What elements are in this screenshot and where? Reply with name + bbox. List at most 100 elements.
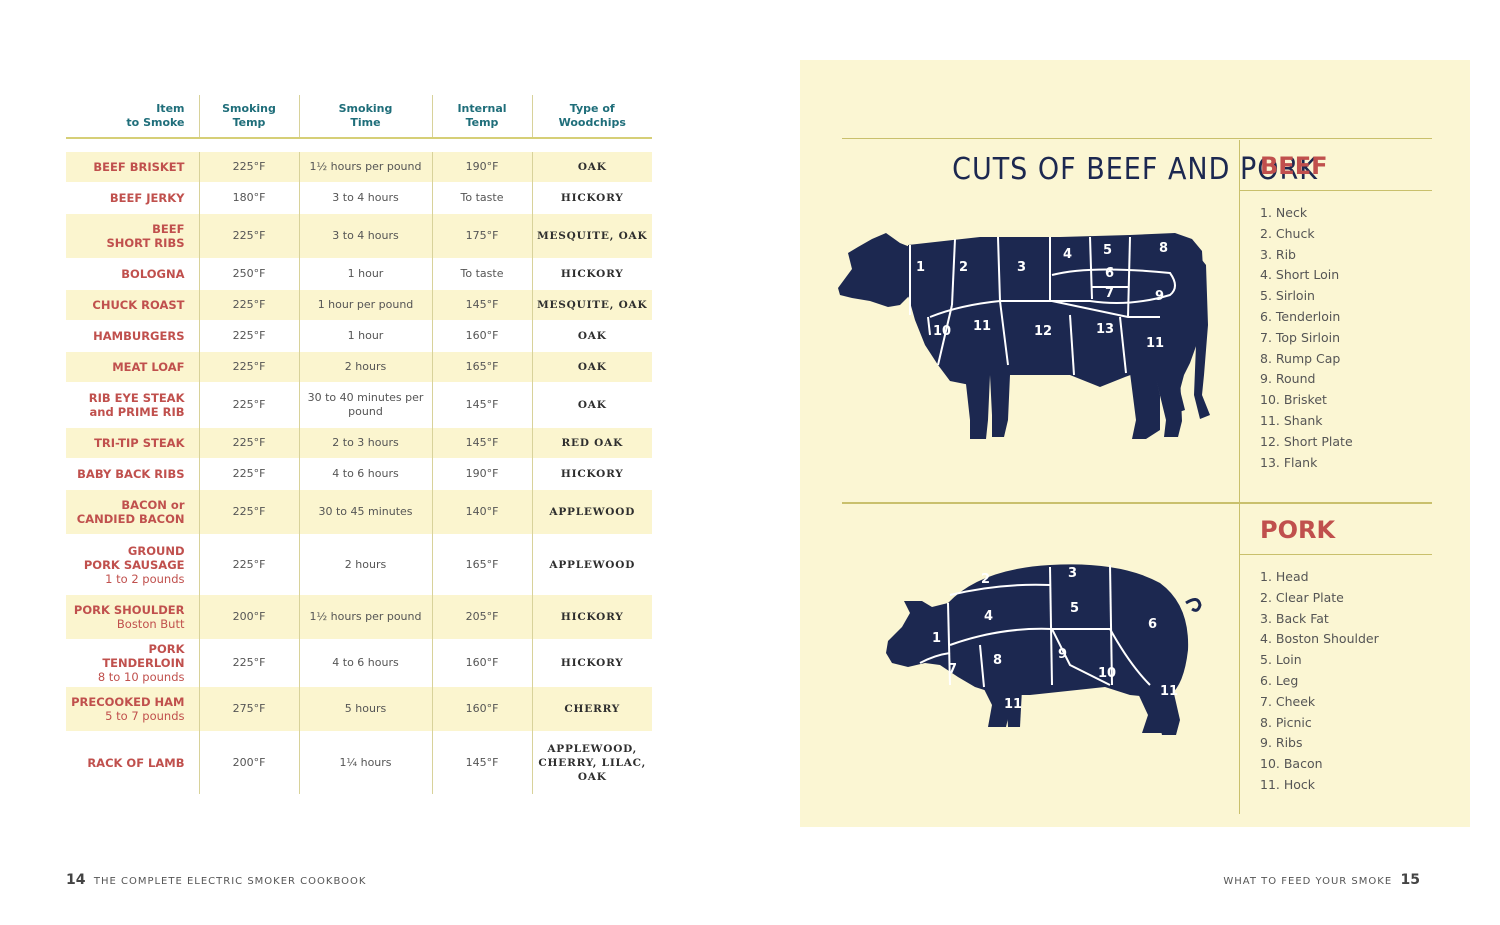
cow-label-12: 12 <box>1034 324 1052 339</box>
time-cell: 1 hour <box>298 320 432 352</box>
time-cell: 1¼ hours <box>298 731 432 794</box>
pig-label-11: 11 <box>1004 697 1022 712</box>
item-name: GROUND <box>127 543 185 558</box>
cow-cut-lines <box>909 236 1176 376</box>
item-name: BOLOGNA <box>121 267 185 281</box>
cut-list-item: 9. Ribs <box>1260 735 1303 751</box>
item-name: PORK TENDERLOIN <box>102 642 185 670</box>
woodchips-cell: OAK <box>531 382 652 428</box>
item-cell: MEAT LOAF <box>66 351 199 383</box>
cow-label-7: 7 <box>1105 286 1114 301</box>
item-cell: PORK TENDERLOIN 8 to 10 pounds <box>66 639 199 687</box>
cut-list-item: 5. Loin <box>1260 652 1302 668</box>
cut-list-item: 2. Clear Plate <box>1260 589 1344 605</box>
book-title: THE COMPLETE ELECTRIC SMOKER COOKBOOK <box>93 876 367 887</box>
table-header-row: Item to Smoke Smoking Temp Smoking Time Int… <box>66 95 652 139</box>
item-name: MEAT LOAF <box>112 360 185 374</box>
time-cell: 1 hour per pound <box>298 289 432 321</box>
item-name: HAMBURGERS <box>93 329 185 343</box>
table-row: MEAT LOAF 225°F 2 hours 165°F OAK <box>66 351 652 383</box>
time-cell: 3 to 4 hours <box>298 213 432 259</box>
cut-list-item: 2. Chuck <box>1260 225 1315 241</box>
cuts-panel: CUTS OF BEEF AND PORK <box>800 60 1470 827</box>
temp-cell: 225°F <box>198 489 299 535</box>
pig-label-8: 8 <box>993 653 1002 668</box>
table-row: RIB EYE STEAK and PRIME RIB 225°F 30 to 40 … <box>66 382 652 428</box>
internal-temp-cell: 145°F <box>431 289 532 321</box>
cut-list-item: 9. Round <box>1260 371 1316 387</box>
internal-temp-cell: 175°F <box>431 213 532 259</box>
pig-cut-lines <box>919 564 1151 688</box>
title-rule <box>842 138 1432 139</box>
temp-cell: 225°F <box>198 213 299 259</box>
time-cell: 3 to 4 hours <box>298 182 432 214</box>
time-cell: 2 hours <box>298 534 432 595</box>
item-cell: BEEF BRISKET <box>66 151 199 183</box>
table-row: BACON or CANDIED BACON 225°F 30 to 45 minut… <box>66 489 652 535</box>
temp-cell: 225°F <box>198 427 299 459</box>
header-item: Item to Smoke <box>66 95 199 139</box>
pig-label-9: 9 <box>1058 647 1067 662</box>
time-cell: 4 to 6 hours <box>298 639 432 687</box>
internal-temp-cell: To taste <box>431 258 532 290</box>
internal-temp-cell: 190°F <box>431 151 532 183</box>
cow-label-13: 13 <box>1096 322 1114 337</box>
column-divider-pork <box>1239 504 1240 814</box>
temp-cell: 200°F <box>198 594 299 640</box>
time-cell: 2 to 3 hours <box>298 427 432 459</box>
footer-right: WHAT TO FEED YOUR SMOKE 15 <box>1223 872 1420 888</box>
smoking-table: Item to Smoke Smoking Temp Smoking Time Int… <box>66 95 652 794</box>
temp-cell: 225°F <box>198 382 299 428</box>
cut-list-item: 10. Bacon <box>1260 756 1323 772</box>
pig-silhouette <box>886 564 1202 735</box>
temp-cell: 200°F <box>198 731 299 794</box>
pork-cuts-diagram: 1 2 3 4 5 6 7 8 9 10 11 11 <box>886 564 1202 735</box>
item-cell: PORK SHOULDER Boston Butt <box>66 594 199 640</box>
temp-cell: 225°F <box>198 320 299 352</box>
time-cell: 5 hours <box>298 686 432 732</box>
cow-silhouette <box>838 233 1210 439</box>
item-name: PORK SHOULDER <box>73 603 185 617</box>
cow-label-10: 10 <box>933 324 951 339</box>
cow-label-9: 9 <box>1155 289 1164 304</box>
page-number-right: 15 <box>1400 872 1420 888</box>
cow-label-4: 4 <box>1063 247 1072 262</box>
header-internal: Internal Temp <box>431 95 532 139</box>
woodchips-cell: HICKORY <box>531 458 652 490</box>
item-detail: CANDIED BACON <box>76 512 185 526</box>
table-row: PORK TENDERLOIN 8 to 10 pounds 225°F 4 to 6… <box>66 639 652 687</box>
cut-list-item: 3. Back Fat <box>1260 610 1329 626</box>
woodchips-cell: APPLEWOOD <box>531 489 652 535</box>
cow-label-1: 1 <box>916 260 925 275</box>
woodchips-cell: HICKORY <box>531 594 652 640</box>
item-name: BEEF BRISKET <box>93 160 185 174</box>
table-row: PRECOOKED HAM 5 to 7 pounds 275°F 5 hours 16… <box>66 686 652 732</box>
item-cell: TRI-TIP STEAK <box>66 427 199 459</box>
woodchips-cell: APPLEWOOD, CHERRY, LILAC, OAK <box>531 731 652 794</box>
panel-title: CUTS OF BEEF AND PORK <box>952 152 1318 187</box>
cut-list-item: 8. Picnic <box>1260 714 1312 730</box>
cow-label-11: 11 <box>973 319 991 334</box>
temp-cell: 180°F <box>198 182 299 214</box>
item-detail: 1 to 2 pounds <box>105 571 185 586</box>
pig-label-4: 4 <box>984 609 993 624</box>
cow-label-5: 5 <box>1103 243 1112 258</box>
time-cell: 30 to 40 minutes per pound <box>298 382 432 428</box>
cut-list-item: 3. Rib <box>1260 246 1296 262</box>
pork-cut-list: 1. Head 2. Clear Plate 3. Back Fat 4. Bosto… <box>1260 567 1379 796</box>
internal-temp-cell: 165°F <box>431 351 532 383</box>
column-divider-beef <box>1239 140 1240 502</box>
item-name: RIB EYE STEAK <box>88 391 185 405</box>
footer-left: 14 THE COMPLETE ELECTRIC SMOKER COOKBOOK <box>66 872 366 888</box>
cut-list-item: 5. Sirloin <box>1260 288 1315 304</box>
cut-list-item: 7. Top Sirloin <box>1260 329 1341 345</box>
item-name: BEEF <box>152 222 185 236</box>
temp-cell: 225°F <box>198 289 299 321</box>
cut-list-item: 7. Cheek <box>1260 693 1316 709</box>
internal-temp-cell: 160°F <box>431 686 532 732</box>
item-cell: BABY BACK RIBS <box>66 458 199 490</box>
item-detail: PORK SAUSAGE <box>83 557 185 572</box>
pork-heading-rule <box>1240 554 1432 555</box>
internal-temp-cell: 140°F <box>431 489 532 535</box>
